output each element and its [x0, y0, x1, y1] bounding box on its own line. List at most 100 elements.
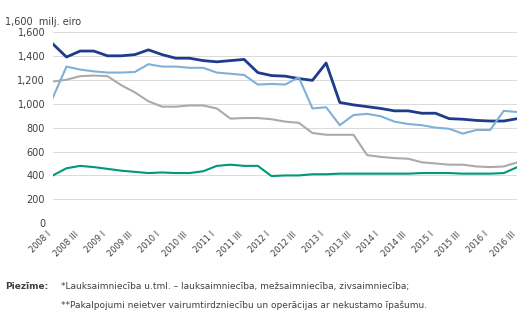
Lauksaimniecība u.tml.*	[91, 165, 97, 169]
Pakalpojumi**	[446, 127, 452, 131]
Rażošana	[282, 74, 288, 78]
Pakalpojumi**	[50, 96, 56, 100]
Text: *Lauksaimniecība u.tml. – lauksaimniecība, mežsaimniecība, zivsaimniecība;: *Lauksaimniecība u.tml. – lauksaimniecīb…	[61, 282, 409, 291]
Lauksaimniecība u.tml.*	[63, 167, 70, 170]
Rażošana	[227, 59, 233, 63]
Pakalpojumi**	[63, 65, 70, 69]
Lauksaimniecība u.tml.*	[364, 172, 370, 175]
Rażošana	[118, 54, 124, 58]
Lauksaimniecība u.tml.*	[214, 164, 220, 168]
Pakalpojumi**	[487, 128, 493, 132]
Pakalpojumi**	[227, 72, 233, 76]
Vairumtirdzniecība	[337, 133, 343, 137]
Lauksaimniecība u.tml.*	[391, 172, 398, 175]
Lauksaimniecība u.tml.*	[241, 164, 247, 168]
Lauksaimniecība u.tml.*	[50, 174, 56, 177]
Pakalpojumi**	[268, 82, 275, 86]
Pakalpojumi**	[186, 66, 193, 70]
Vairumtirdzniecība	[309, 131, 316, 135]
Pakalpojumi**	[77, 68, 83, 71]
Rażošana	[419, 111, 425, 115]
Rażošana	[501, 119, 507, 123]
Pakalpojumi**	[145, 62, 152, 66]
Lauksaimniecība u.tml.*	[254, 164, 261, 168]
Pakalpojumi**	[405, 122, 411, 126]
Rażošana	[214, 60, 220, 64]
Rażošana	[459, 117, 466, 121]
Text: Piezīme:: Piezīme:	[5, 282, 49, 291]
Vairumtirdzniecība	[364, 153, 370, 157]
Pakalpojumi**	[323, 105, 329, 109]
Vairumtirdzniecība	[296, 121, 302, 125]
Pakalpojumi**	[91, 70, 97, 73]
Rażošana	[337, 100, 343, 104]
Line: Lauksaimniecība u.tml.*: Lauksaimniecība u.tml.*	[53, 165, 517, 176]
Vairumtirdzniecība	[186, 104, 193, 108]
Lauksaimniecība u.tml.*	[309, 172, 316, 176]
Pakalpojumi**	[214, 71, 220, 75]
Pakalpojumi**	[337, 123, 343, 127]
Pakalpojumi**	[378, 114, 384, 118]
Pakalpojumi**	[118, 71, 124, 75]
Lauksaimniecība u.tml.*	[459, 172, 466, 175]
Line: Rażošana: Rażošana	[53, 44, 517, 121]
Pakalpojumi**	[391, 120, 398, 123]
Vairumtirdzniecība	[405, 157, 411, 160]
Rażošana	[173, 56, 179, 60]
Vairumtirdzniecība	[50, 80, 56, 84]
Vairumtirdzniecība	[268, 117, 275, 121]
Vairumtirdzniecība	[241, 116, 247, 120]
Lauksaimniecība u.tml.*	[487, 172, 493, 175]
Pakalpojumi**	[296, 76, 302, 79]
Lauksaimniecība u.tml.*	[118, 169, 124, 173]
Lauksaimniecība u.tml.*	[323, 172, 329, 176]
Rażošana	[77, 49, 83, 53]
Rażošana	[186, 56, 193, 60]
Rażošana	[446, 117, 452, 121]
Rażošana	[50, 42, 56, 46]
Rażošana	[391, 109, 398, 113]
Vairumtirdzniecība	[227, 117, 233, 121]
Rażošana	[254, 71, 261, 75]
Rażošana	[268, 74, 275, 78]
Lauksaimniecība u.tml.*	[350, 172, 356, 175]
Rażošana	[131, 53, 138, 56]
Pakalpojumi**	[131, 70, 138, 74]
Lauksaimniecība u.tml.*	[173, 171, 179, 175]
Lauksaimniecība u.tml.*	[337, 172, 343, 175]
Lauksaimniecība u.tml.*	[131, 170, 138, 174]
Vairumtirdzniecība	[77, 74, 83, 78]
Lauksaimniecība u.tml.*	[514, 165, 521, 169]
Pakalpojumi**	[309, 107, 316, 110]
Lauksaimniecība u.tml.*	[186, 171, 193, 175]
Rażošana	[514, 117, 521, 121]
Line: Pakalpojumi**: Pakalpojumi**	[53, 64, 517, 134]
Vairumtirdzniecība	[459, 163, 466, 167]
Pakalpojumi**	[241, 73, 247, 77]
Rażošana	[309, 78, 316, 82]
Pakalpojumi**	[473, 128, 479, 132]
Text: 1,600  milj. eiro: 1,600 milj. eiro	[5, 17, 81, 27]
Rażošana	[91, 49, 97, 53]
Lauksaimniecība u.tml.*	[378, 172, 384, 175]
Lauksaimniecība u.tml.*	[405, 172, 411, 175]
Rażošana	[159, 53, 165, 56]
Rażošana	[241, 57, 247, 61]
Rażošana	[63, 55, 70, 59]
Lauksaimniecība u.tml.*	[473, 172, 479, 175]
Pakalpojumi**	[459, 132, 466, 136]
Rażošana	[473, 119, 479, 122]
Pakalpojumi**	[364, 112, 370, 116]
Vairumtirdzniecība	[350, 133, 356, 137]
Vairumtirdzniecība	[487, 165, 493, 169]
Pakalpojumi**	[173, 65, 179, 69]
Vairumtirdzniecība	[446, 163, 452, 167]
Vairumtirdzniecība	[432, 162, 439, 166]
Vairumtirdzniecība	[63, 78, 70, 82]
Vairumtirdzniecība	[323, 133, 329, 137]
Lauksaimniecība u.tml.*	[268, 174, 275, 178]
Vairumtirdzniecība	[282, 120, 288, 123]
Vairumtirdzniecība	[473, 165, 479, 168]
Lauksaimniecība u.tml.*	[282, 174, 288, 177]
Vairumtirdzniecība	[214, 107, 220, 110]
